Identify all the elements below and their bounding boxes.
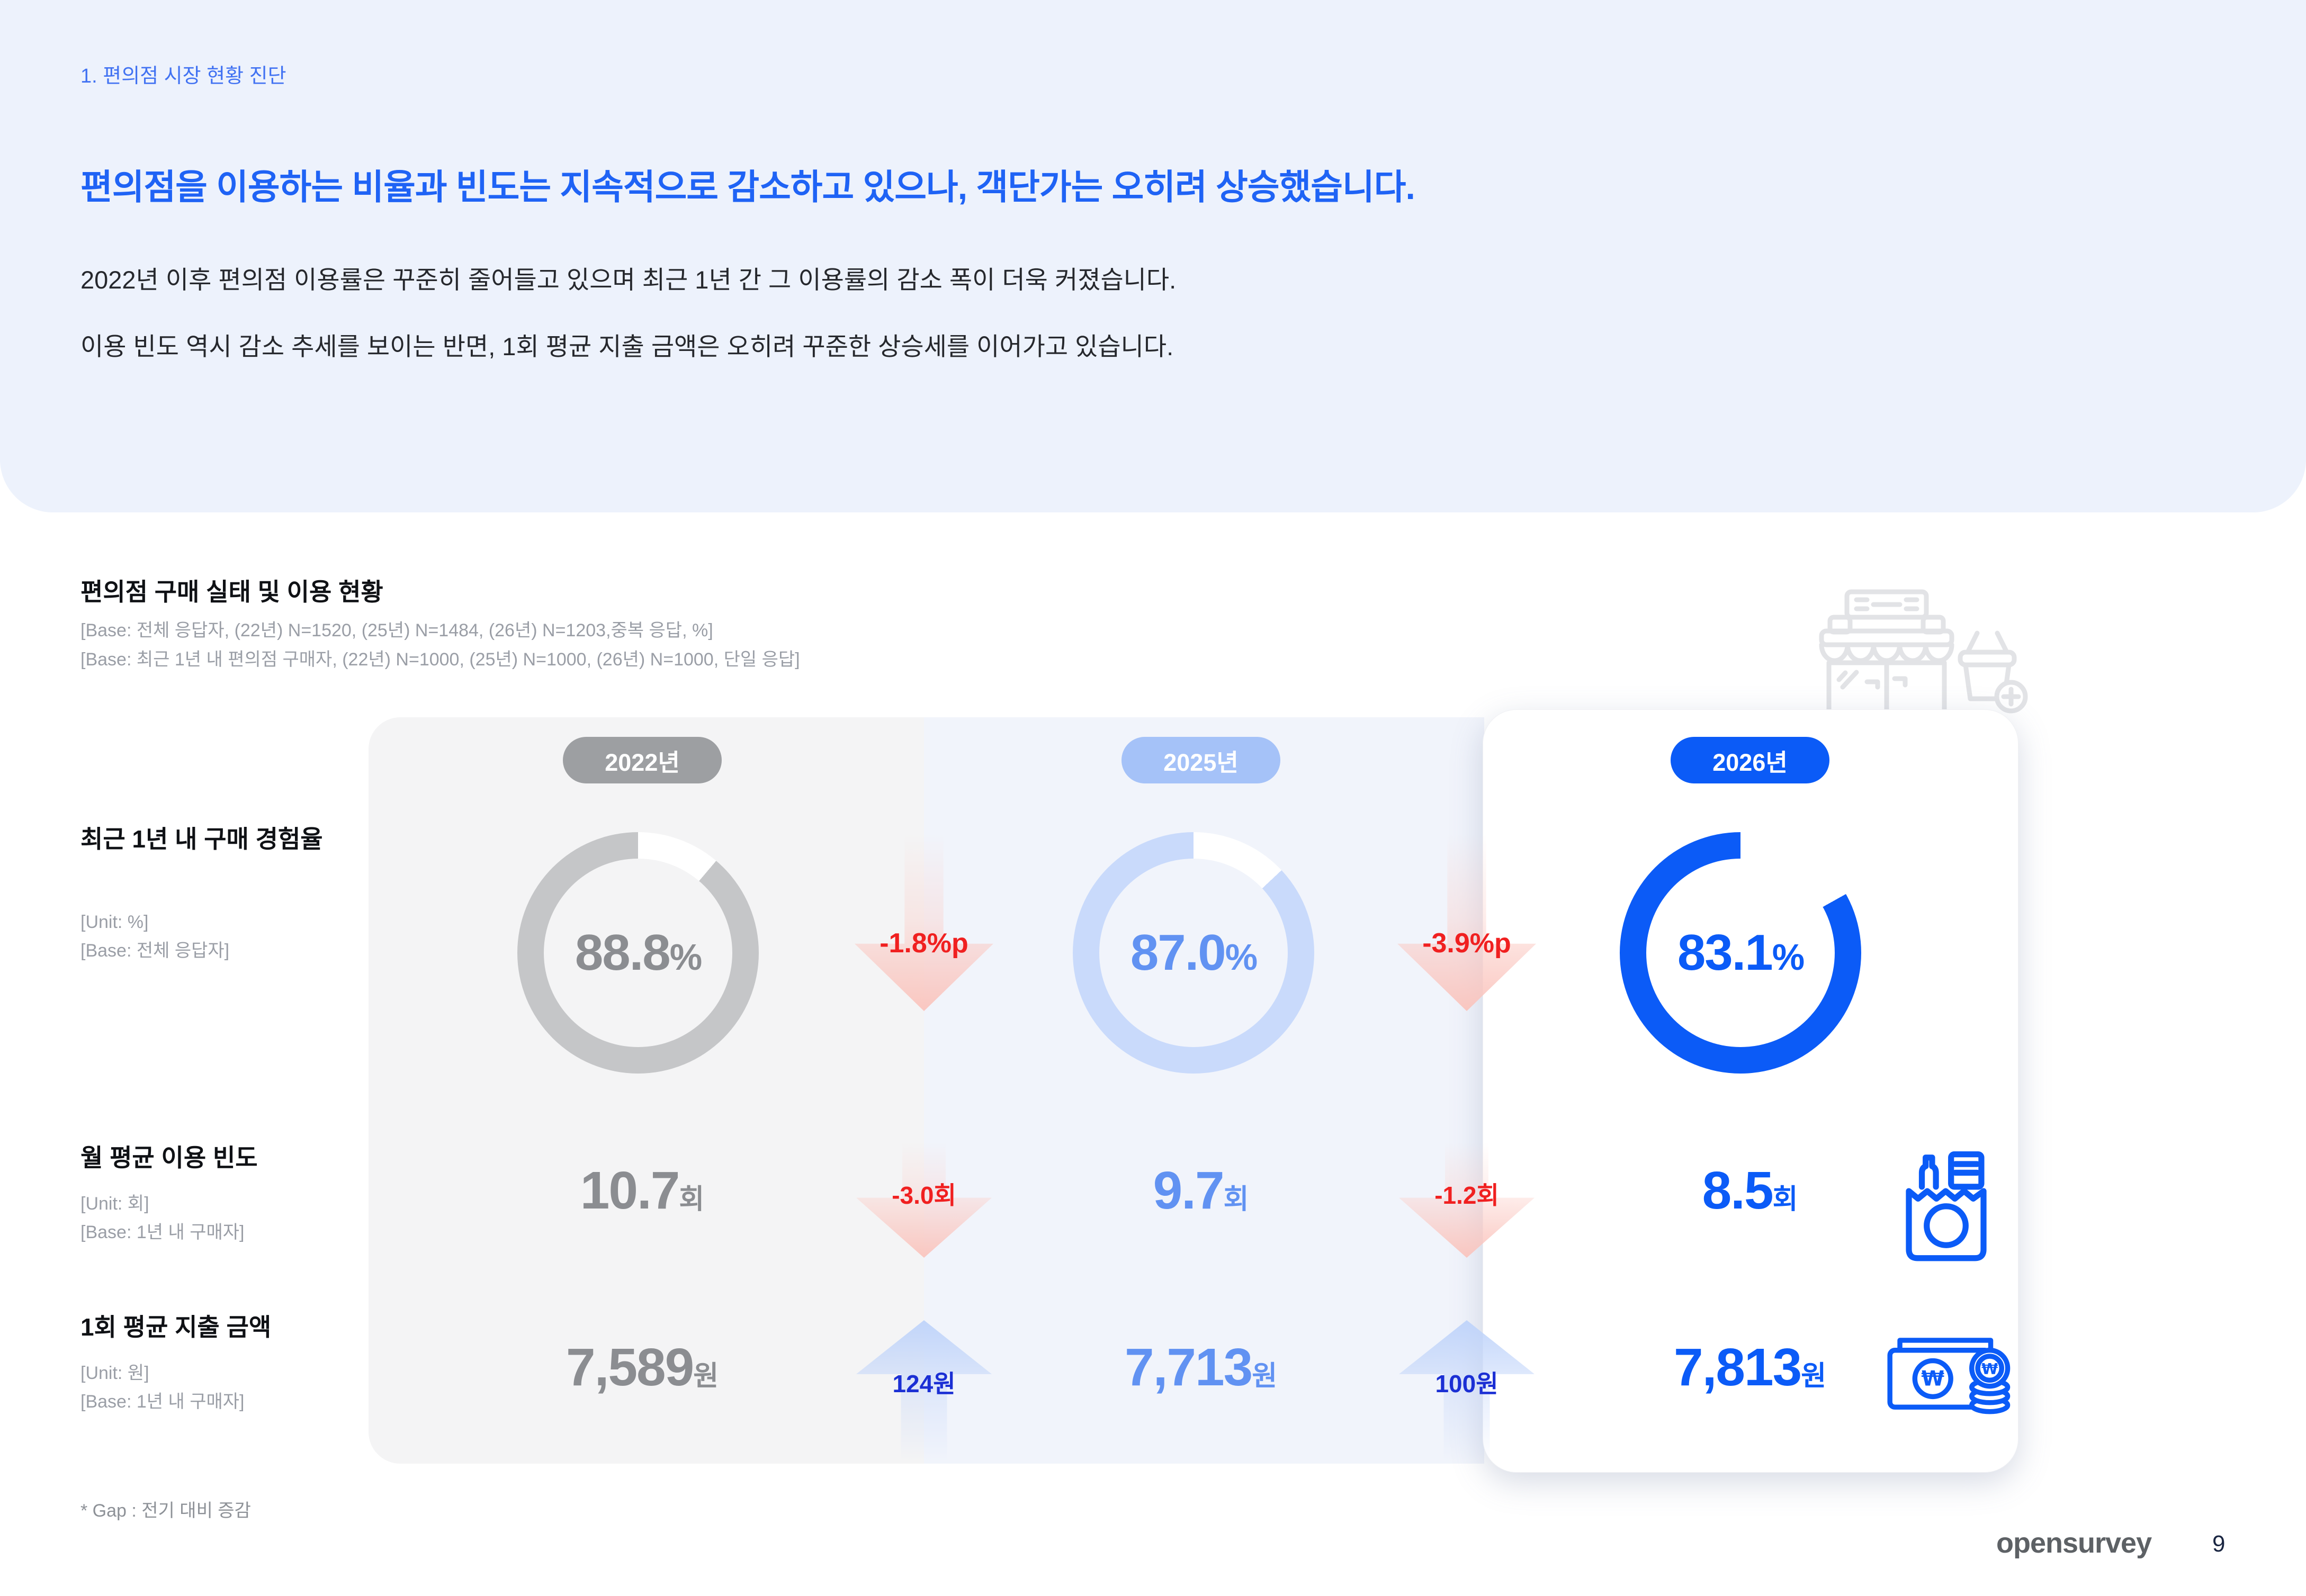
base-note: [Base: 1년 내 구매자]: [80, 1391, 245, 1412]
gap-spend-2: 100원: [1435, 1370, 1499, 1397]
row-label-spend: 1회 평균 지출 금액: [80, 1313, 272, 1341]
spend-value-2025: 7,713원: [1124, 1338, 1278, 1397]
unit-note: [Unit: 원]: [80, 1363, 149, 1383]
base-notes: [Base: 전체 응답자, (22년) N=1520, (25년) N=148…: [80, 616, 800, 674]
donut-hole: 83.1%: [1646, 859, 1835, 1047]
year-badge-2026: 2026년: [1671, 737, 1829, 783]
hero-panel: 1. 편의점 시장 현황 진단 편의점을 이용하는 비율과 빈도는 지속적으로 …: [0, 0, 2306, 512]
page-number: 9: [2212, 1531, 2226, 1557]
money-icon: ₩ ₩: [1887, 1338, 2011, 1414]
donut-chart-2022: 88.8%: [517, 832, 759, 1074]
row-label-frequency: 월 평균 이용 빈도: [80, 1144, 258, 1171]
experience-value-2025: 87.0%: [1130, 924, 1258, 981]
spend-value-2022: 7,589원: [566, 1338, 719, 1397]
experience-value-2022: 88.8%: [575, 924, 702, 981]
donut-chart-2026: 83.1%: [1620, 832, 1861, 1074]
gap-experience-2: -3.9%p: [1422, 928, 1511, 959]
section-title: 편의점 구매 실태 및 이용 현황: [80, 578, 383, 606]
frequency-value-2026: 8.5회: [1702, 1161, 1798, 1220]
svg-text:₩: ₩: [1921, 1367, 1944, 1391]
base-note-1: [Base: 전체 응답자, (22년) N=1520, (25년) N=148…: [80, 620, 713, 641]
grocery-bag-icon: [1906, 1151, 1987, 1261]
row-note-experience: [Unit: %] [Base: 전체 응답자]: [80, 908, 377, 965]
unit-note: [Unit: %]: [80, 912, 149, 932]
summary-line-1: 2022년 이후 편의점 이용률은 꾸준히 줄어들고 있으며 최근 1년 간 그…: [80, 266, 1177, 294]
donut-chart-2025: 87.0%: [1073, 832, 1314, 1074]
breadcrumb: 1. 편의점 시장 현황 진단: [80, 65, 286, 87]
gap-frequency-2: -1.2회: [1434, 1182, 1499, 1209]
base-note-2: [Base: 최근 1년 내 편의점 구매자, (22년) N=1000, (2…: [80, 650, 800, 670]
row-note-frequency: [Unit: 회] [Base: 1년 내 구매자]: [80, 1190, 377, 1247]
page-title: 편의점을 이용하는 비율과 빈도는 지속적으로 감소하고 있으나, 객단가는 오…: [80, 167, 1415, 206]
svg-text:₩: ₩: [1981, 1360, 1998, 1378]
gap-experience-1: -1.8%p: [880, 928, 968, 959]
opensurvey-logo: opensurvey: [1996, 1527, 2152, 1559]
spend-value-2026: 7,813원: [1673, 1338, 1827, 1397]
base-note: [Base: 1년 내 구매자]: [80, 1222, 245, 1242]
year-badge-2022: 2022년: [563, 737, 722, 783]
gap-frequency-1: -3.0회: [892, 1182, 956, 1209]
base-note: [Base: 전체 응답자]: [80, 940, 230, 961]
gap-footnote: * Gap : 전기 대비 증감: [80, 1501, 251, 1521]
gap-spend-1: 124원: [892, 1370, 956, 1397]
row-note-spend: [Unit: 원] [Base: 1년 내 구매자]: [80, 1359, 377, 1416]
experience-value-2026: 83.1%: [1677, 924, 1805, 981]
storefront-icon: [1819, 589, 2028, 716]
frequency-value-2022: 10.7회: [580, 1161, 705, 1220]
summary-line-2: 이용 빈도 역시 감소 추세를 보이는 반면, 1회 평균 지출 금액은 오히려…: [80, 332, 1174, 360]
frequency-value-2025: 9.7회: [1153, 1161, 1249, 1220]
donut-hole: 87.0%: [1099, 859, 1288, 1047]
donut-hole: 88.8%: [544, 859, 732, 1047]
unit-note: [Unit: 회]: [80, 1194, 149, 1214]
year-badge-2025: 2025년: [1121, 737, 1280, 783]
row-label-experience: 최근 1년 내 구매 경험율: [80, 825, 323, 853]
